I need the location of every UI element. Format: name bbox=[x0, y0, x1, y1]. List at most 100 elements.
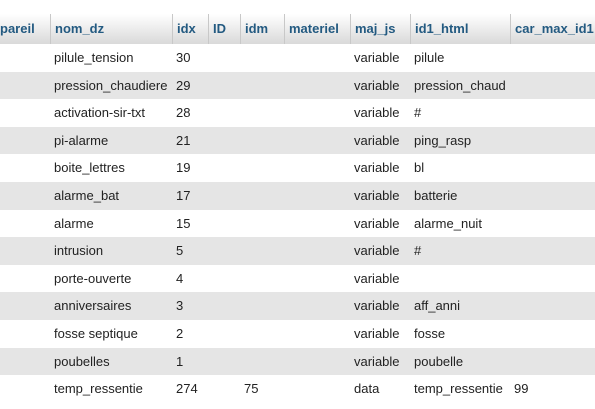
cell-materiel bbox=[284, 348, 350, 376]
cell-idm bbox=[240, 44, 284, 72]
column-header-car-max-id1[interactable]: car_max_id1 bbox=[510, 14, 595, 44]
cell-materiel bbox=[284, 127, 350, 155]
table-row[interactable]: alarme_bat 17 variable batterie bbox=[0, 182, 595, 210]
column-header-materiel[interactable]: materiel bbox=[284, 14, 350, 44]
cell-materiel bbox=[284, 292, 350, 320]
column-header-idx[interactable]: idx bbox=[172, 14, 208, 44]
cell-pareil bbox=[0, 44, 50, 72]
cell-pareil bbox=[0, 237, 50, 265]
cell-id bbox=[208, 265, 240, 293]
column-header-maj-js[interactable]: maj_js bbox=[350, 14, 410, 44]
cell-pareil bbox=[0, 154, 50, 182]
cell-maj-js: variable bbox=[354, 188, 400, 203]
cell-maj-js: variable bbox=[354, 160, 400, 176]
cell-id bbox=[208, 182, 240, 210]
cell-idx: 4 bbox=[176, 270, 184, 286]
column-header-nom-dz[interactable]: nom_dz bbox=[50, 14, 172, 44]
cell-car-max-id1 bbox=[510, 265, 595, 293]
table-row[interactable]: temp_ressentie 274 75 data temp_ressentie 99 bbox=[0, 375, 595, 404]
cell-maj-js: data bbox=[354, 381, 380, 397]
cell-nom-dz: poubelles bbox=[54, 353, 110, 369]
cell-id bbox=[208, 292, 240, 320]
cell-nom-dz: activation-sir-txt bbox=[54, 105, 146, 121]
table-row[interactable]: pi-alarme 21 variable ping_rasp bbox=[0, 126, 595, 155]
cell-car-max-id1: 99 bbox=[514, 381, 529, 397]
cell-pareil bbox=[0, 182, 50, 210]
cell-car-max-id1 bbox=[510, 320, 595, 348]
cell-nom-dz: intrusion bbox=[54, 243, 104, 259]
cell-idm bbox=[240, 292, 284, 320]
column-header-id[interactable]: ID bbox=[208, 14, 240, 44]
cell-nom-dz: anniversaires bbox=[54, 298, 132, 314]
cell-id bbox=[208, 72, 240, 100]
cell-maj-js: variable bbox=[354, 270, 400, 286]
cell-idm bbox=[240, 320, 284, 348]
cell-car-max-id1 bbox=[510, 210, 595, 238]
table-row[interactable]: pilule_tension 30 variable pilule bbox=[0, 44, 595, 72]
cell-id bbox=[208, 348, 240, 376]
cell-idm bbox=[240, 348, 284, 376]
cell-idm bbox=[240, 72, 284, 100]
cell-idm: 75 bbox=[244, 381, 259, 397]
cell-id1-html: fosse bbox=[414, 326, 446, 341]
cell-id1-html: poubelle bbox=[414, 353, 464, 369]
cell-nom-dz: pi-alarme bbox=[54, 132, 109, 148]
cell-idm bbox=[240, 265, 284, 293]
table-header: pareil nom_dz idx ID idm materiel maj_js… bbox=[0, 14, 595, 44]
cell-idx: 17 bbox=[176, 188, 191, 203]
cell-pareil bbox=[0, 375, 50, 403]
cell-car-max-id1 bbox=[510, 348, 595, 376]
table-row[interactable]: boite_lettres 19 variable bl bbox=[0, 154, 595, 183]
cell-idx: 2 bbox=[176, 326, 184, 341]
cell-nom-dz: boite_lettres bbox=[54, 160, 125, 176]
cell-nom-dz: pilule_tension bbox=[54, 50, 134, 65]
cell-idx: 5 bbox=[176, 243, 184, 259]
cell-car-max-id1 bbox=[510, 127, 595, 155]
cell-car-max-id1 bbox=[510, 99, 595, 127]
cell-maj-js: variable bbox=[354, 215, 400, 231]
table-row[interactable]: alarme 15 variable alarme_nuit bbox=[0, 209, 595, 238]
cell-nom-dz: alarme bbox=[54, 215, 94, 231]
table-row[interactable]: anniversaires 3 variable aff_anni bbox=[0, 292, 595, 321]
cell-car-max-id1 bbox=[510, 154, 595, 182]
cell-materiel bbox=[284, 265, 350, 293]
cell-materiel bbox=[284, 210, 350, 238]
cell-materiel bbox=[284, 320, 350, 348]
cell-id1-html bbox=[410, 265, 510, 293]
cell-idx: 1 bbox=[176, 353, 184, 369]
cell-maj-js: variable bbox=[354, 132, 400, 148]
table-row[interactable]: porte-ouverte 4 variable bbox=[0, 264, 595, 293]
cell-idm bbox=[240, 210, 284, 238]
cell-pareil bbox=[0, 320, 50, 348]
cell-idm bbox=[240, 182, 284, 210]
cell-id bbox=[208, 320, 240, 348]
cell-nom-dz: temp_ressentie bbox=[54, 381, 143, 397]
table-row[interactable]: fosse septique 2 variable fosse bbox=[0, 320, 595, 348]
cell-id1-html: pilule bbox=[414, 50, 445, 65]
table-row[interactable]: activation-sir-txt 28 variable # bbox=[0, 99, 595, 128]
cell-id1-html: bl bbox=[414, 160, 425, 176]
cell-idx: 15 bbox=[176, 215, 191, 231]
column-header-idm[interactable]: idm bbox=[240, 14, 284, 44]
column-header-id1-html[interactable]: id1_html bbox=[410, 14, 510, 44]
cell-idm bbox=[240, 237, 284, 265]
table-row[interactable]: intrusion 5 variable # bbox=[0, 237, 595, 266]
cell-pareil bbox=[0, 265, 50, 293]
cell-id1-html: aff_anni bbox=[414, 298, 461, 314]
cell-pareil bbox=[0, 99, 50, 127]
cell-id bbox=[208, 154, 240, 182]
column-header-pareil[interactable]: pareil bbox=[0, 21, 35, 36]
cell-id1-html: # bbox=[414, 243, 422, 259]
table-row[interactable]: poubelles 1 variable poubelle bbox=[0, 347, 595, 376]
cell-materiel bbox=[284, 237, 350, 265]
table-row[interactable]: pression_chaudiere 29 variable pression_cha… bbox=[0, 71, 595, 100]
cell-maj-js: variable bbox=[354, 50, 400, 65]
cell-car-max-id1 bbox=[510, 182, 595, 210]
cell-idx: 274 bbox=[176, 381, 198, 397]
cell-car-max-id1 bbox=[510, 44, 595, 72]
cell-materiel bbox=[284, 182, 350, 210]
cell-idx: 30 bbox=[176, 50, 191, 65]
cell-pareil bbox=[0, 348, 50, 376]
cell-idx: 28 bbox=[176, 105, 191, 121]
cell-idx: 3 bbox=[176, 298, 184, 314]
